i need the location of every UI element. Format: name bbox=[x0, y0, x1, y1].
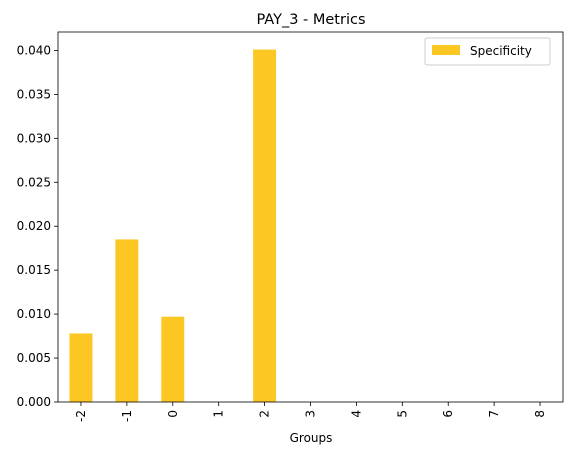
legend: Specificity bbox=[424, 37, 551, 66]
bar--2 bbox=[69, 333, 93, 402]
x-axis-title: Groups bbox=[290, 431, 333, 445]
x-tick-label: 2 bbox=[258, 410, 272, 418]
legend-swatch bbox=[432, 45, 460, 55]
y-tick-label: 0.015 bbox=[17, 263, 51, 277]
chart-title: PAY_3 - Metrics bbox=[256, 12, 365, 28]
x-tick-label: 4 bbox=[349, 410, 363, 418]
x-tick-label: -2 bbox=[74, 410, 88, 422]
legend-box bbox=[424, 37, 551, 66]
bar-2 bbox=[253, 49, 277, 402]
x-tick-label: 8 bbox=[533, 410, 547, 418]
y-tick-label: 0.040 bbox=[17, 43, 51, 57]
y-tick-label: 0.000 bbox=[17, 395, 51, 409]
x-tick-label: 3 bbox=[304, 410, 318, 418]
y-tick-label: 0.030 bbox=[17, 131, 51, 145]
x-tick-label: 5 bbox=[395, 410, 409, 418]
y-tick-label: 0.005 bbox=[17, 351, 51, 365]
bar--1 bbox=[115, 239, 139, 402]
bar-0 bbox=[161, 316, 185, 402]
x-tick-label: 7 bbox=[487, 410, 501, 418]
legend-label: Specificity bbox=[470, 44, 532, 58]
y-tick-label: 0.025 bbox=[17, 175, 51, 189]
x-tick-label: 1 bbox=[212, 410, 226, 418]
y-axis: 0.000 0.005 0.010 0.015 0.020 0.025 0.030 0.035… bbox=[17, 43, 58, 409]
y-tick-label: 0.010 bbox=[17, 307, 51, 321]
x-tick-label: 0 bbox=[166, 410, 180, 418]
x-tick-label: 6 bbox=[441, 410, 455, 418]
y-tick-label: 0.020 bbox=[17, 219, 51, 233]
bars-layer bbox=[69, 49, 277, 402]
x-axis: -2 -1 0 1 2 3 4 5 6 7 8 bbox=[74, 402, 547, 422]
x-tick-label: -1 bbox=[120, 410, 134, 422]
y-tick-label: 0.035 bbox=[17, 87, 51, 101]
